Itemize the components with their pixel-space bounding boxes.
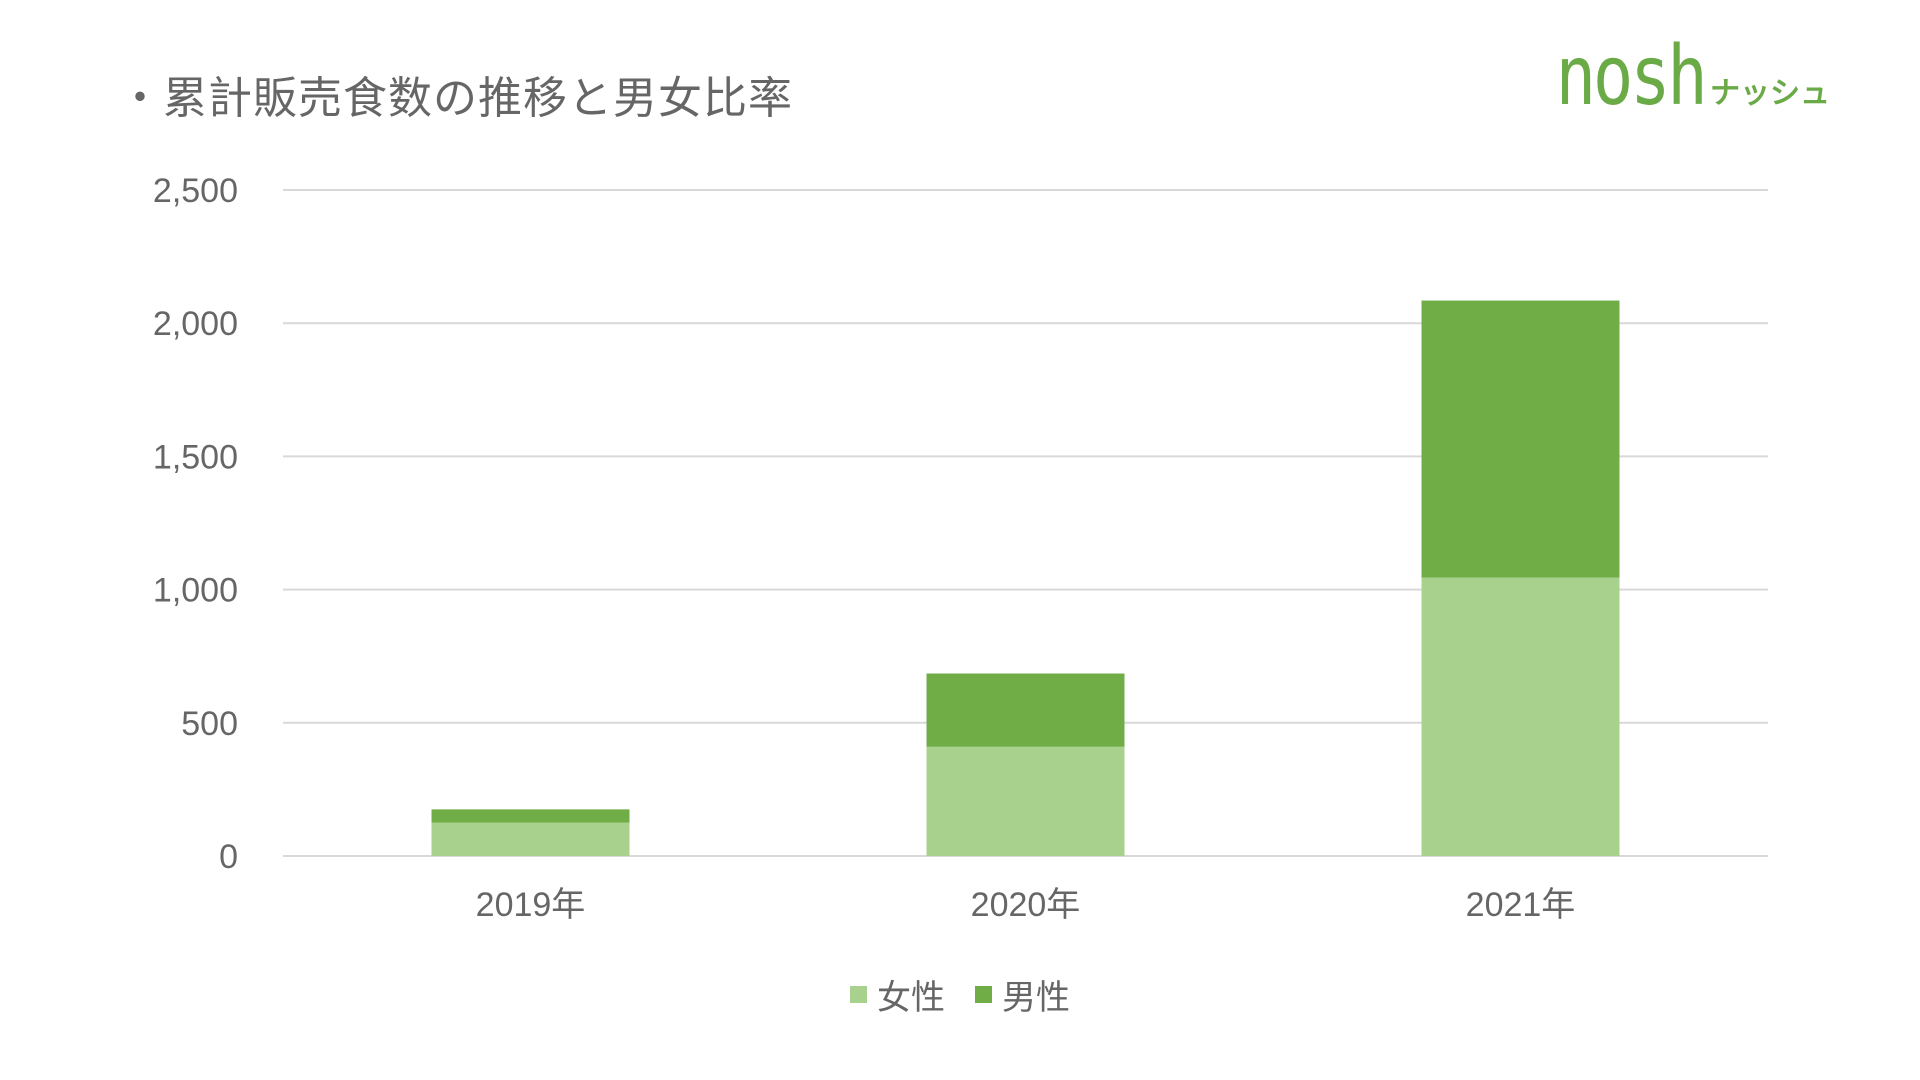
y-axis-ticks: 0 500 1,000 1,500 2,000 2,500 [153, 172, 238, 876]
legend-label-male: 男性 [1002, 978, 1070, 1018]
bar-male-0 [431, 809, 630, 823]
legend-item-female: 女性 [850, 970, 945, 1019]
x-axis-ticks: 2019年 2020年 2021年 [476, 886, 1576, 924]
legend-item-male: 男性 [975, 970, 1070, 1019]
nosh-logo: nosh ナッシュ [1523, 36, 1830, 118]
bar-female-1 [926, 746, 1125, 856]
stacked-bar-chart: 0 500 1,000 1,500 2,000 2,500 2019年 2020年 2021年 [153, 172, 1768, 924]
slide-title: ・累計販売食数の推移と男女比率 [118, 73, 793, 124]
y-tick-label: 1,500 [153, 438, 238, 476]
bar-female-0 [431, 822, 630, 856]
bars [431, 300, 1620, 856]
logo-katakana: ナッシュ [1710, 76, 1830, 111]
legend: 女性 男性 [0, 970, 1920, 1019]
legend-swatch-female [850, 986, 867, 1003]
x-tick-label: 2020年 [971, 886, 1081, 924]
y-tick-label: 2,000 [153, 305, 238, 343]
y-tick-label: 1,000 [153, 572, 238, 610]
x-tick-label: 2021年 [1466, 886, 1576, 924]
bar-female-2 [1421, 577, 1620, 856]
legend-label-female: 女性 [877, 978, 945, 1018]
logo-wordmark: nosh [1555, 29, 1707, 124]
legend-swatch-male [975, 986, 992, 1003]
y-tick-label: 0 [219, 838, 238, 876]
y-tick-label: 500 [181, 705, 238, 743]
y-tick-label: 2,500 [153, 172, 238, 210]
bar-male-2 [1421, 300, 1620, 578]
x-tick-label: 2019年 [476, 886, 586, 924]
bar-male-1 [926, 673, 1125, 747]
